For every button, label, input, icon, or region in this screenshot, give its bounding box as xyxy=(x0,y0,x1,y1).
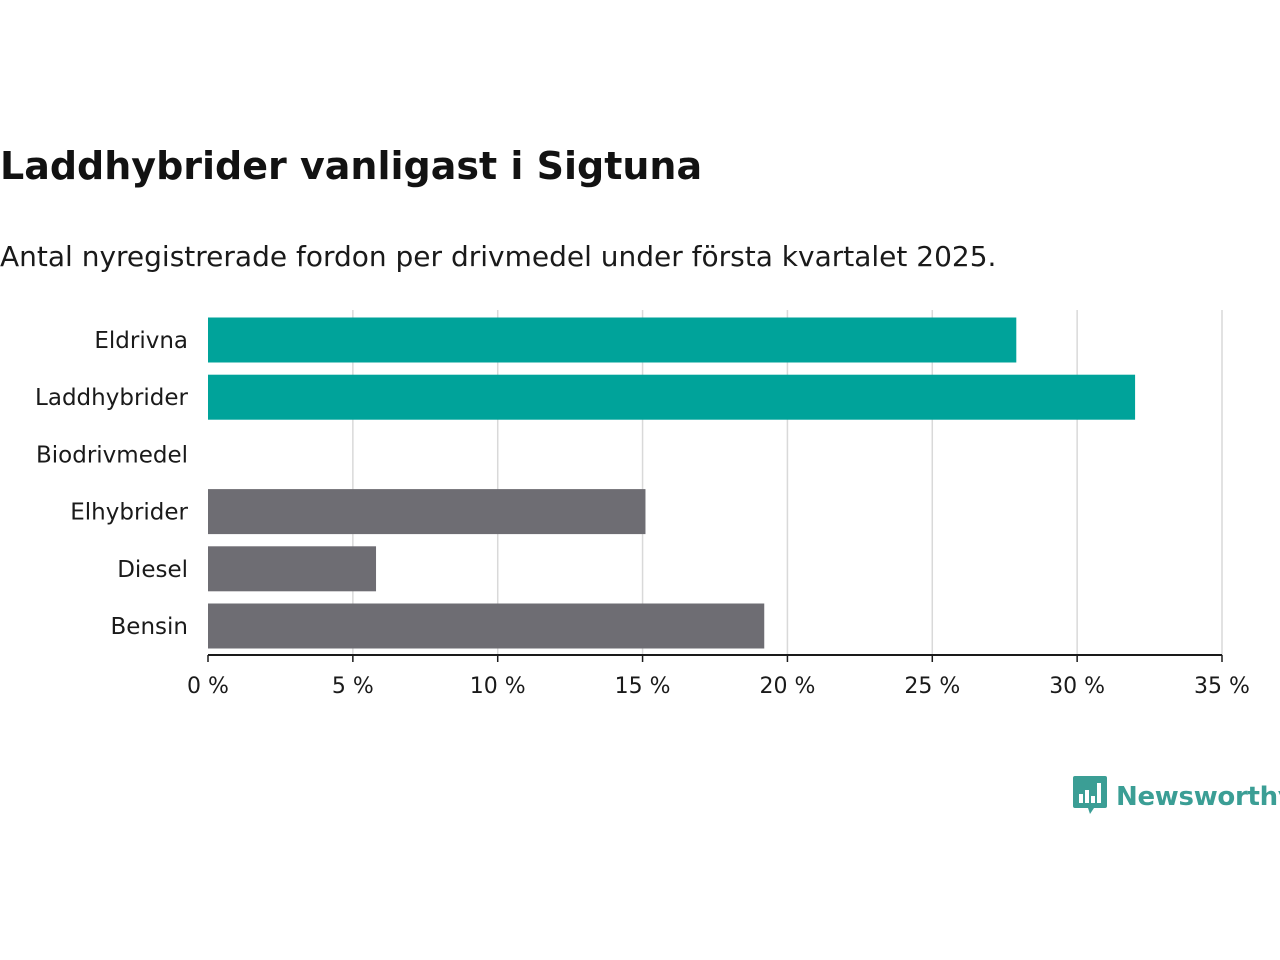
brand-logo: Newsworthy xyxy=(1072,776,1280,818)
x-tick-label: 20 % xyxy=(759,674,815,699)
category-label: Diesel xyxy=(117,557,188,583)
category-label: Bensin xyxy=(111,614,188,640)
bar-diesel xyxy=(208,546,377,592)
grid-lines xyxy=(352,310,1223,655)
category-label: Eldrivna xyxy=(94,328,188,354)
bar-bensin xyxy=(208,603,765,649)
bar-laddhybrider xyxy=(208,374,1136,420)
category-labels: Eldrivna Laddhybrider Biodrivmedel Elhybrid… xyxy=(35,328,188,640)
category-label: Elhybrider xyxy=(70,500,188,526)
bar-chart: Eldrivna Laddhybrider Biodrivmedel Elhybrid… xyxy=(35,310,1250,699)
bar-elhybrider xyxy=(208,489,646,535)
chart-subtitle: Antal nyregistrerade fordon per drivmede… xyxy=(0,240,997,273)
chart-title: Laddhybrider vanligast i Sigtuna xyxy=(0,144,703,188)
x-tick-label: 10 % xyxy=(470,674,526,699)
category-label: Biodrivmedel xyxy=(36,442,188,468)
category-label: Laddhybrider xyxy=(35,385,188,411)
x-tick-label: 35 % xyxy=(1194,674,1250,699)
x-tick-label: 30 % xyxy=(1049,674,1105,699)
x-tick-label: 5 % xyxy=(332,674,374,699)
brand-name: Newsworthy xyxy=(1116,782,1280,812)
x-tick-label: 0 % xyxy=(187,674,229,699)
x-tick-label: 15 % xyxy=(615,674,671,699)
bar-chart-icon xyxy=(1072,774,1108,820)
x-tick-label: 25 % xyxy=(904,674,960,699)
x-axis: 0 % 5 % 10 % 15 % 20 % 25 % 30 % 35 % xyxy=(187,654,1250,699)
bars xyxy=(208,317,1136,649)
bar-eldrivna xyxy=(208,317,1017,363)
